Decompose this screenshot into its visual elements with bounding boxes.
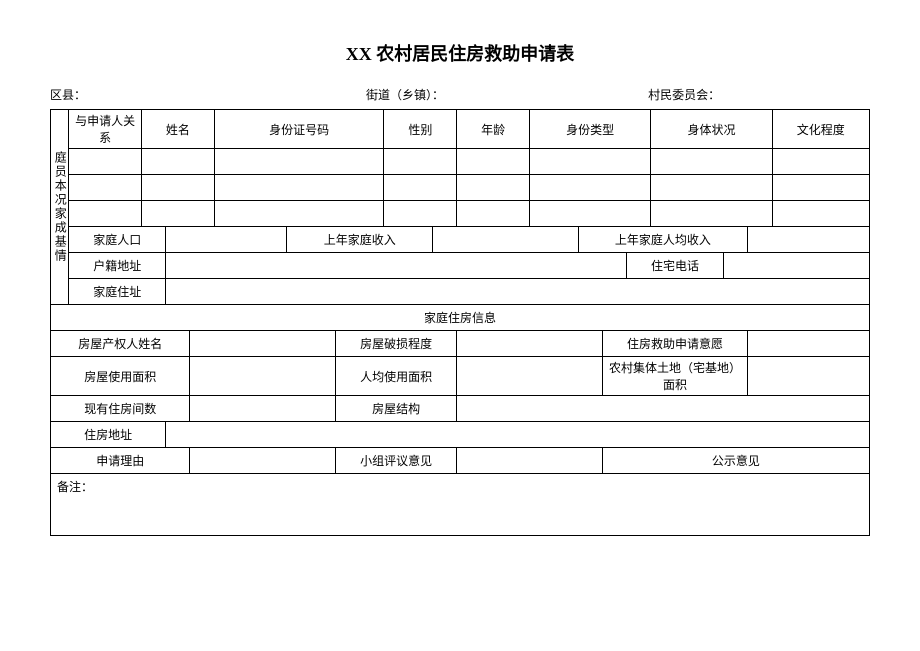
label-reason: 申请理由 bbox=[51, 448, 190, 474]
val-damage bbox=[457, 331, 603, 357]
member-row bbox=[51, 201, 870, 227]
val-group-opinion bbox=[457, 448, 603, 474]
col-age: 年龄 bbox=[457, 110, 530, 149]
label-group-opinion: 小组评议意见 bbox=[335, 448, 456, 474]
label-hukou-addr: 户籍地址 bbox=[69, 253, 166, 279]
val-rooms bbox=[190, 396, 336, 422]
label-public-opinion: 公示意见 bbox=[602, 448, 869, 474]
label-per-area: 人均使用面积 bbox=[335, 357, 456, 396]
note-label: 备注： bbox=[50, 474, 870, 536]
col-gender: 性别 bbox=[384, 110, 457, 149]
val-home-phone bbox=[724, 253, 870, 279]
label-owner: 房屋产权人姓名 bbox=[51, 331, 190, 357]
val-owner bbox=[190, 331, 336, 357]
val-house-addr bbox=[166, 422, 870, 448]
page-title: XX 农村居民住房救助申请表 bbox=[50, 40, 870, 66]
main-table: 庭员本况家成基情 与申请人关系 姓名 身份证号码 性别 年龄 身份类型 身体状况… bbox=[50, 109, 870, 474]
label-home-phone: 住宅电话 bbox=[627, 253, 724, 279]
label-family-pop: 家庭人口 bbox=[69, 227, 166, 253]
col-edu: 文化程度 bbox=[772, 110, 869, 149]
label-rooms: 现有住房间数 bbox=[51, 396, 190, 422]
member-row bbox=[51, 175, 870, 201]
val-use-area bbox=[190, 357, 336, 396]
village-label: 村民委员会： bbox=[538, 86, 870, 103]
label-land-area: 农村集体土地（宅基地）面积 bbox=[602, 357, 748, 396]
val-hukou-addr bbox=[166, 253, 627, 279]
col-health: 身体状况 bbox=[651, 110, 772, 149]
val-intent bbox=[748, 331, 870, 357]
label-use-area: 房屋使用面积 bbox=[51, 357, 190, 396]
label-intent: 住房救助申请意愿 bbox=[602, 331, 748, 357]
val-family-pop bbox=[166, 227, 287, 253]
label-last-percapita: 上年家庭人均收入 bbox=[578, 227, 748, 253]
label-last-income: 上年家庭收入 bbox=[287, 227, 433, 253]
val-reason bbox=[190, 448, 336, 474]
val-structure bbox=[457, 396, 870, 422]
val-land-area bbox=[748, 357, 870, 396]
township-label: 街道（乡镇）： bbox=[272, 86, 538, 103]
county-label: 区县： bbox=[50, 86, 272, 103]
label-house-addr: 住房地址 bbox=[51, 422, 166, 448]
col-relation: 与申请人关系 bbox=[69, 110, 142, 149]
col-id: 身份证号码 bbox=[214, 110, 384, 149]
header-row: 区县： 街道（乡镇）： 村民委员会： bbox=[50, 86, 870, 105]
val-per-area bbox=[457, 357, 603, 396]
label-home-addr: 家庭住址 bbox=[69, 279, 166, 305]
val-home-addr bbox=[166, 279, 870, 305]
val-last-income bbox=[432, 227, 578, 253]
label-damage: 房屋破损程度 bbox=[335, 331, 456, 357]
section-member-vlabel: 庭员本况家成基情 bbox=[51, 110, 69, 305]
col-name: 姓名 bbox=[141, 110, 214, 149]
label-structure: 房屋结构 bbox=[335, 396, 456, 422]
member-row bbox=[51, 149, 870, 175]
val-last-percapita bbox=[748, 227, 870, 253]
section-house-title: 家庭住房信息 bbox=[51, 305, 870, 331]
col-idtype: 身份类型 bbox=[530, 110, 651, 149]
